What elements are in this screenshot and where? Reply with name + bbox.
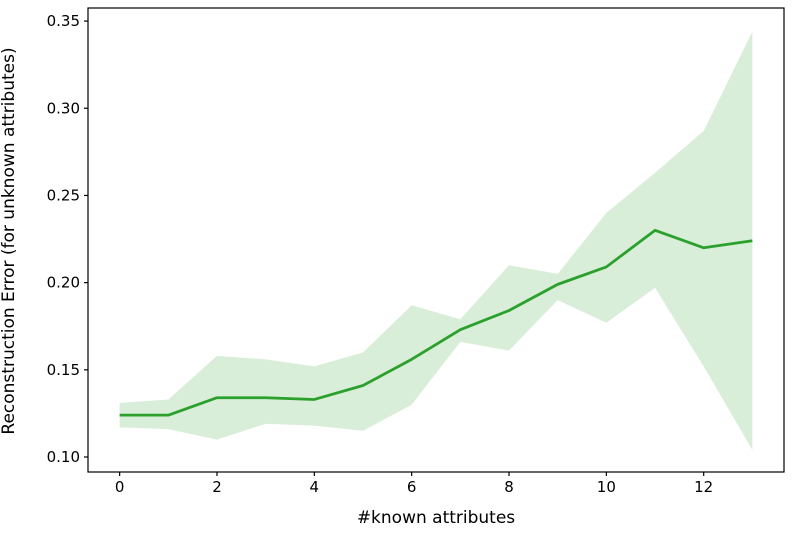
x-axis-label: #known attributes [356, 508, 516, 528]
x-tick-label: 8 [504, 478, 514, 496]
y-tick-label: 0.10 [47, 448, 80, 466]
y-tick-label: 0.25 [47, 186, 80, 204]
x-tick-label: 10 [597, 478, 616, 496]
y-tick-label: 0.15 [47, 361, 80, 379]
axes-spines [87, 7, 785, 473]
mean-line [119, 228, 753, 417]
y-tick-label: 0.35 [47, 12, 80, 30]
y-tick-label: 0.20 [47, 274, 80, 292]
x-tick-label: 4 [310, 478, 320, 496]
y-axis-label: Reconstruction Error (for unknown attrib… [0, 47, 19, 435]
x-tick-label: 6 [407, 478, 417, 496]
x-tick-label: 0 [115, 478, 125, 496]
confidence-band [119, 31, 753, 451]
x-tick-label: 12 [694, 478, 713, 496]
y-tick-label: 0.30 [47, 99, 80, 117]
x-tick-label: 2 [212, 478, 222, 496]
